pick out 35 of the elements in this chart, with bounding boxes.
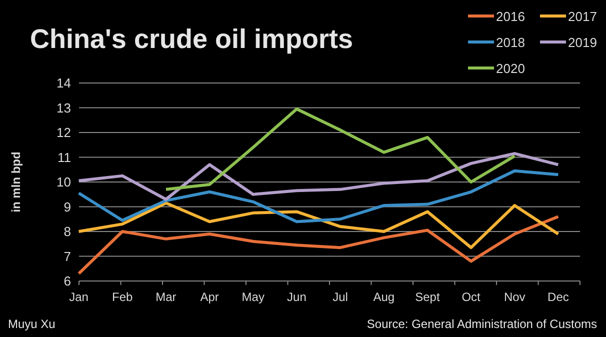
x-tick-label: Apr bbox=[200, 290, 219, 304]
line-series bbox=[77, 169, 560, 224]
y-tick-label: 7 bbox=[64, 248, 71, 264]
legend-label: 2019 bbox=[568, 35, 597, 50]
chart-title: China's crude oil imports bbox=[30, 24, 353, 54]
x-tick-label: Sept bbox=[415, 290, 440, 304]
legend-label: 2016 bbox=[496, 9, 525, 24]
x-tick-label: Jun bbox=[287, 290, 306, 304]
y-axis-title: in mln bpd bbox=[9, 152, 23, 212]
x-tick-label: Mar bbox=[156, 290, 176, 304]
line-series bbox=[77, 202, 560, 250]
x-tick-label: Jan bbox=[69, 290, 88, 304]
y-tick-label: 9 bbox=[64, 199, 71, 214]
x-tick-label: Jul bbox=[332, 290, 348, 304]
x-tick-label: Aug bbox=[373, 290, 395, 304]
line-series bbox=[164, 107, 516, 191]
legend-label: 2017 bbox=[568, 9, 597, 24]
y-tick-label: 14 bbox=[56, 76, 71, 91]
x-tick-label: May bbox=[242, 290, 264, 304]
x-tick-label: Oct bbox=[462, 290, 482, 304]
text: Muyu Xu bbox=[8, 317, 56, 331]
x-tick-label: Dec bbox=[548, 290, 569, 304]
y-tick-label: 12 bbox=[56, 125, 71, 140]
line-series bbox=[77, 152, 560, 201]
y-tick-label: 11 bbox=[58, 150, 71, 165]
x-tick-label: Nov bbox=[504, 290, 526, 304]
legend-label: 2018 bbox=[496, 35, 525, 50]
y-tick-label: 6 bbox=[64, 274, 71, 289]
legend-label: 2020 bbox=[496, 61, 525, 76]
y-tick-label: 8 bbox=[64, 224, 71, 240]
line-series bbox=[77, 215, 560, 276]
x-tick-label: Feb bbox=[112, 290, 134, 304]
y-tick-label: 10 bbox=[56, 174, 71, 190]
source-note: Source: General Administration of Customs bbox=[366, 317, 597, 331]
y-tick-label: 13 bbox=[56, 100, 71, 116]
